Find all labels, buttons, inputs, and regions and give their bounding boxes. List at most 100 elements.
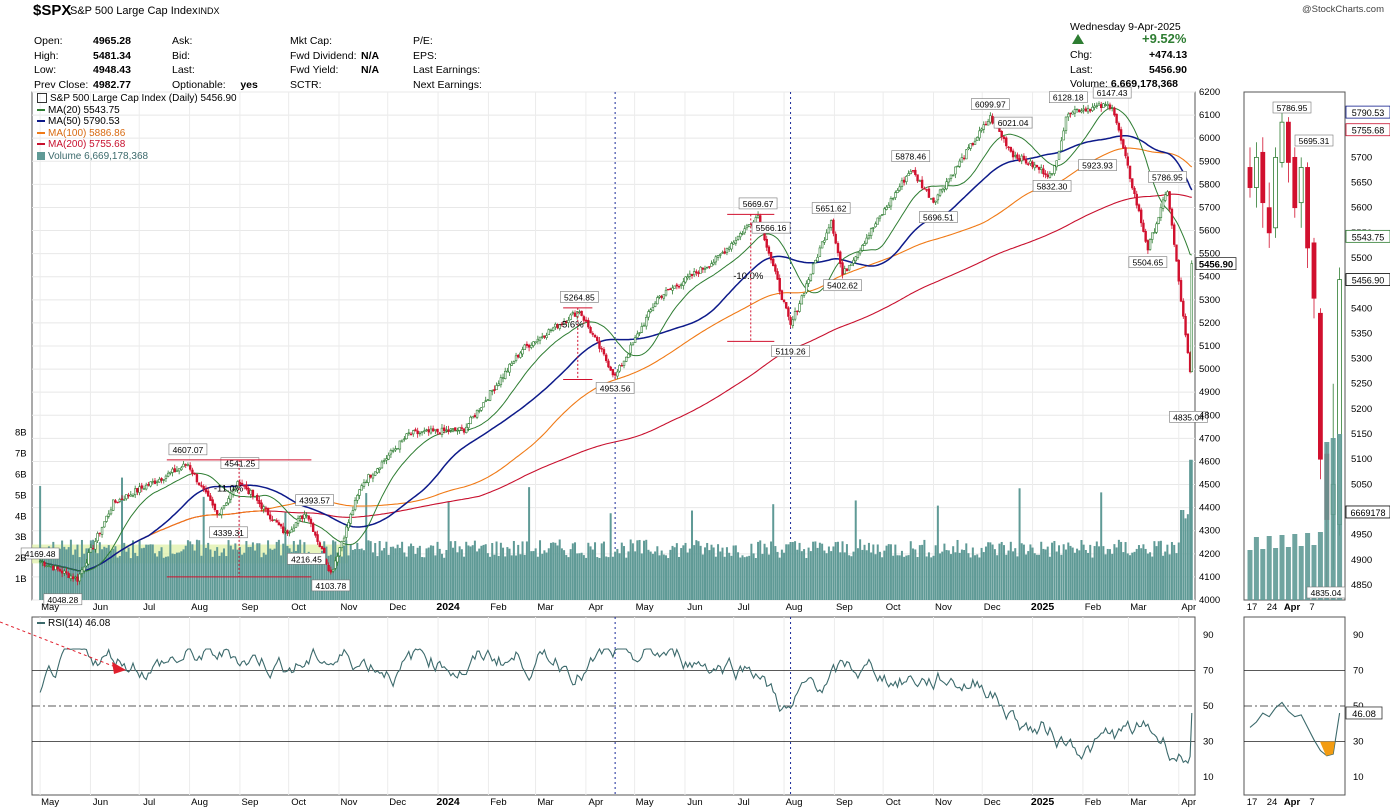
candle-body — [478, 410, 481, 412]
volume-bar — [336, 552, 339, 600]
volume-bar — [885, 545, 888, 600]
price-label-box — [220, 457, 260, 469]
volume-bar — [1129, 555, 1132, 600]
candle-body — [301, 515, 304, 520]
candle-body — [767, 246, 771, 254]
candle-body — [227, 498, 230, 504]
candle-body — [462, 428, 466, 433]
candle-body — [451, 428, 455, 430]
volume-bar — [665, 555, 668, 600]
candle-body — [723, 251, 726, 254]
volume-bar — [852, 551, 855, 600]
volume-bar — [827, 546, 830, 600]
volume-bar — [423, 557, 426, 600]
candle-body — [1157, 216, 1160, 224]
zoom-value-tag-text: 5790.53 — [1352, 108, 1385, 118]
zoom-volume-bar — [1292, 534, 1298, 600]
volume-bar — [854, 500, 857, 600]
candle-body — [336, 556, 339, 563]
volume-bar — [673, 547, 676, 600]
volume-bar — [809, 551, 812, 600]
zoom-candle-body — [1247, 167, 1253, 188]
volume-bar — [158, 551, 161, 600]
candle-body — [876, 217, 879, 225]
volume-bar — [680, 548, 683, 600]
volume-bar — [861, 549, 864, 600]
price-tick-label: 5600 — [1199, 226, 1220, 237]
candle-body — [936, 194, 940, 201]
candle-body — [1164, 194, 1167, 201]
candle-body — [378, 467, 381, 470]
volume-bar — [1053, 541, 1056, 600]
volume-bar — [965, 543, 968, 600]
volume-bar — [307, 551, 310, 600]
month-tick-label: Jun — [93, 797, 108, 808]
volume-bar — [134, 552, 137, 600]
candle-body — [1057, 150, 1061, 160]
volume-bar — [94, 547, 97, 600]
brand-watermark[interactable]: @StockCharts.com — [1302, 4, 1384, 15]
volume-bar — [385, 541, 388, 600]
price-tick-label: 5800 — [1199, 179, 1220, 190]
candle-body — [320, 546, 324, 550]
volume-bar — [1175, 553, 1178, 600]
volume-bar — [708, 550, 711, 600]
volume-bar — [321, 550, 324, 600]
volume-bar — [323, 541, 326, 600]
candle-body — [1029, 160, 1032, 164]
volume-bar — [458, 546, 461, 600]
price-label: 6021.04 — [998, 118, 1029, 128]
candle-body — [418, 432, 422, 435]
month-tick-label: Aug — [786, 602, 803, 613]
zoom-rsi-oversold-fill — [1320, 741, 1335, 756]
candle-body — [215, 510, 219, 515]
candle-body — [1071, 111, 1074, 115]
candle-body — [1170, 208, 1174, 226]
candle-body — [823, 240, 826, 243]
volume-bar — [294, 550, 297, 600]
volume-bar — [571, 543, 574, 600]
volume-bar — [153, 553, 156, 600]
candle-body — [510, 362, 513, 366]
volume-bar — [845, 544, 848, 600]
candle-body — [184, 464, 187, 466]
candle-body — [405, 433, 408, 440]
month-tick-label: May — [636, 797, 654, 808]
candle-body — [1042, 168, 1045, 175]
volume-bar — [725, 547, 728, 600]
volume-bar — [936, 505, 939, 600]
volume-bar — [878, 551, 881, 600]
candle-body — [527, 344, 531, 348]
candle-body — [1002, 136, 1006, 140]
volume-bar — [752, 553, 755, 600]
volume-bar — [269, 548, 272, 600]
candle-body — [582, 316, 586, 321]
zoom-date-tick: 24 — [1267, 602, 1278, 613]
candle-body — [1086, 107, 1090, 113]
volume-bar — [651, 553, 654, 600]
candle-body — [774, 264, 777, 272]
volume-bar — [1022, 544, 1025, 600]
volume-bar — [903, 556, 906, 600]
volume-bar — [85, 548, 88, 600]
candle-body — [358, 489, 361, 496]
price-tick-label: 5100 — [1199, 341, 1220, 352]
candle-body — [340, 541, 344, 548]
volume-bar — [398, 547, 401, 600]
volume-bar — [745, 556, 748, 600]
volume-bar — [536, 556, 539, 600]
candle-body — [854, 256, 857, 262]
candle-body — [699, 266, 702, 274]
candle-body — [958, 160, 961, 167]
volume-bar — [512, 540, 515, 600]
candle-body — [776, 271, 779, 280]
zoom-price-tick: 4950 — [1351, 530, 1372, 541]
volume-bar — [517, 544, 520, 600]
candle-body — [166, 472, 170, 477]
candle-body — [1144, 230, 1147, 242]
zoom-date-tick: Apr — [1284, 797, 1301, 808]
volume-bar — [1087, 552, 1090, 600]
volume-bar — [825, 553, 828, 600]
quote-col3: Mkt Cap: Fwd Dividend: Fwd Yield: SCTR: — [290, 35, 357, 91]
